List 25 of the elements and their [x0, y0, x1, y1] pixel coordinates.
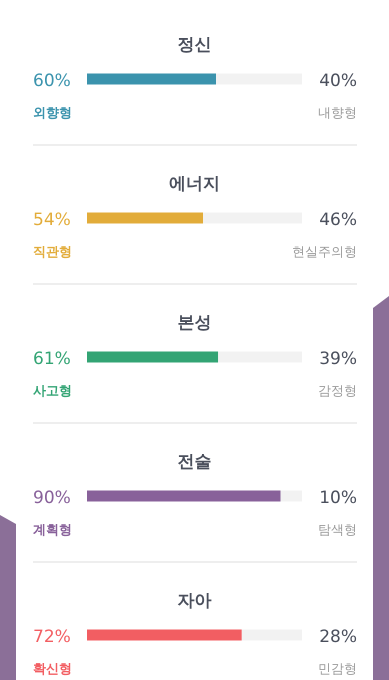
data-label: 54%	[33, 210, 71, 230]
text: 감정형	[318, 384, 357, 399]
data-label: 10%	[319, 488, 357, 508]
chart-title: 자아	[178, 591, 212, 611]
chart-title: 본성	[178, 313, 212, 333]
data-label: 28%	[319, 627, 357, 647]
data-label: 90%	[33, 488, 71, 508]
data-label: 39%	[319, 349, 357, 369]
chart-title: 정신	[178, 35, 212, 55]
text: 직관형	[33, 245, 72, 260]
series-label: 현실주의형	[292, 245, 357, 260]
text: 확신형	[33, 662, 72, 677]
text: 내향형	[318, 106, 357, 121]
data-label: 40%	[319, 71, 357, 91]
text: 민감형	[318, 662, 357, 677]
data-label: 72%	[33, 627, 71, 647]
text: 탐색형	[318, 523, 357, 538]
chart-title: 전술	[178, 452, 212, 472]
text: 외향형	[33, 106, 72, 121]
data-label: 61%	[33, 349, 71, 369]
chart-title: 에너지	[169, 174, 220, 194]
data-label: 46%	[319, 210, 357, 230]
data-label: 60%	[33, 71, 71, 91]
text: 사고형	[33, 384, 72, 399]
text: 계획형	[33, 523, 72, 538]
